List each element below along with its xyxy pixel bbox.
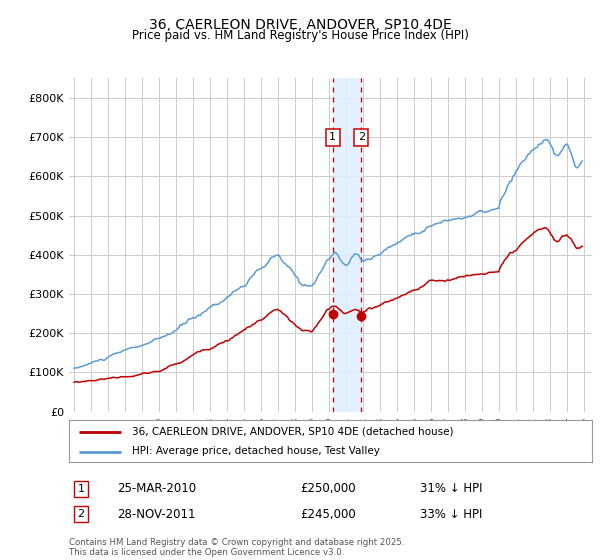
Text: HPI: Average price, detached house, Test Valley: HPI: Average price, detached house, Test… <box>132 446 380 456</box>
Text: Price paid vs. HM Land Registry's House Price Index (HPI): Price paid vs. HM Land Registry's House … <box>131 29 469 42</box>
Text: 2: 2 <box>358 132 365 142</box>
Text: 2: 2 <box>77 509 85 519</box>
Text: £245,000: £245,000 <box>300 507 356 521</box>
Text: 1: 1 <box>77 484 85 494</box>
Text: 33% ↓ HPI: 33% ↓ HPI <box>420 507 482 521</box>
Text: £250,000: £250,000 <box>300 482 356 496</box>
Text: 25-MAR-2010: 25-MAR-2010 <box>117 482 196 496</box>
Text: 31% ↓ HPI: 31% ↓ HPI <box>420 482 482 496</box>
Bar <box>333 78 361 412</box>
Text: 1: 1 <box>329 132 337 142</box>
Text: Contains HM Land Registry data © Crown copyright and database right 2025.
This d: Contains HM Land Registry data © Crown c… <box>69 538 404 557</box>
Text: 36, CAERLEON DRIVE, ANDOVER, SP10 4DE (detached house): 36, CAERLEON DRIVE, ANDOVER, SP10 4DE (d… <box>132 427 453 437</box>
Text: 28-NOV-2011: 28-NOV-2011 <box>117 507 196 521</box>
Text: 36, CAERLEON DRIVE, ANDOVER, SP10 4DE: 36, CAERLEON DRIVE, ANDOVER, SP10 4DE <box>149 18 451 32</box>
